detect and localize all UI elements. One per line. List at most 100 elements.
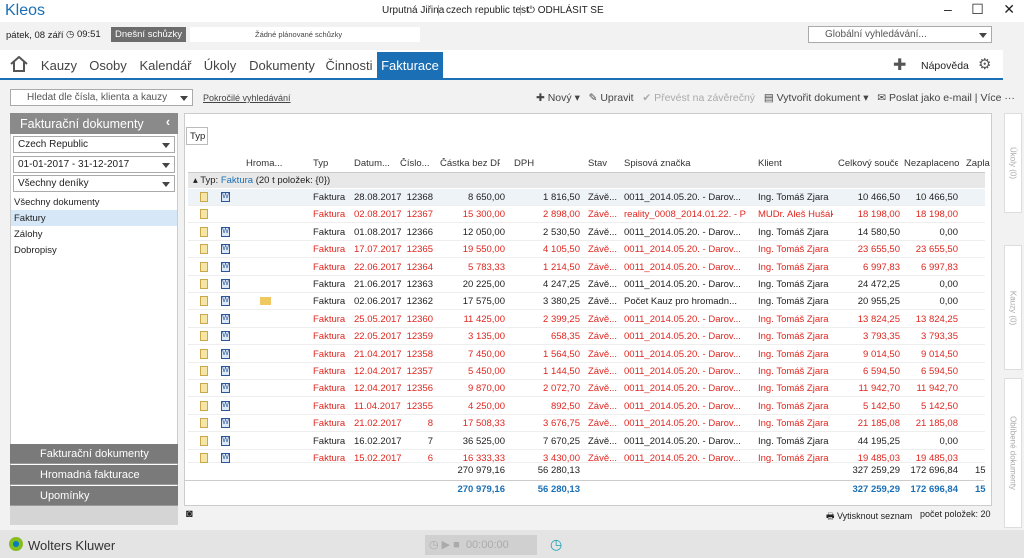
print[interactable]: 🖶 Vytisknout seznam <box>826 511 913 521</box>
cell-vat: 1 816,50 <box>543 192 580 203</box>
group-row[interactable] <box>188 172 985 188</box>
settings-icon[interactable]: ⚙ <box>978 56 992 73</box>
btn-convert: ✔ Převést na závěrečný <box>642 92 756 104</box>
cell-type: Faktura <box>313 226 346 238</box>
btn-email-text[interactable]: Poslat jako e-mail <box>889 92 972 104</box>
btn-create-doc-text[interactable]: Vytvořit dokument <box>776 92 861 104</box>
table-row[interactable] <box>188 189 985 206</box>
nav-tab[interactable]: Úkoly <box>203 58 237 73</box>
column-header[interactable]: Hroma... <box>246 158 283 169</box>
table-row[interactable] <box>188 363 985 380</box>
table-row[interactable] <box>188 380 985 398</box>
btn-more-text[interactable]: Více <box>980 92 1002 104</box>
table-row[interactable] <box>188 293 985 311</box>
table-row[interactable] <box>188 398 985 415</box>
nav-tab[interactable]: Kalendář <box>139 58 192 73</box>
table-row[interactable] <box>188 450 985 463</box>
search-box[interactable]: Hledat dle čísla, klienta a kauzy <box>10 89 193 106</box>
sidebar-item[interactable]: Všechny dokumenty <box>14 197 100 208</box>
cell-type: Faktura <box>313 348 346 360</box>
filter-dropdown[interactable]: 01-01-2017 - 31-12-2017 <box>13 155 175 173</box>
nav-tab[interactable]: Dokumenty <box>249 58 315 73</box>
table-row[interactable] <box>188 206 985 224</box>
side-tab-label[interactable]: Oblíbené dokumenty <box>1008 416 1018 490</box>
meetings-button[interactable]: Dnešní schůzky <box>111 27 186 42</box>
company[interactable]: czech republic test <box>446 5 529 16</box>
column-header[interactable]: Typ <box>313 158 329 169</box>
table-row[interactable] <box>188 328 985 346</box>
btn-new[interactable]: ✚ Nový ▾ <box>536 92 580 104</box>
doc-icon <box>200 383 208 394</box>
home-icon[interactable] <box>10 56 28 72</box>
cell-ref: 0011_2014.05.20. - Darov... <box>624 226 741 238</box>
nav-tab[interactable]: Osoby <box>89 58 127 73</box>
column-header[interactable]: DPH <box>514 158 535 169</box>
table-row[interactable] <box>188 433 985 450</box>
btn-edit-text[interactable]: Upravit <box>600 92 634 104</box>
cell-client: MUDr. Aleš Hušák <box>758 209 833 221</box>
column-header[interactable]: Klient <box>758 158 782 169</box>
cell-unpaid: 6 594,50 <box>921 366 958 377</box>
logout-text[interactable]: ODHLÁSIT SE <box>537 5 604 16</box>
cell-date: 12.04.2017 <box>354 383 402 395</box>
side-tab[interactable] <box>1004 245 1022 370</box>
side-tab-label[interactable]: Úkoly (0) <box>1008 146 1018 180</box>
help[interactable]: Nápověda <box>921 60 969 72</box>
advanced-search[interactable]: Pokročilé vyhledávání <box>203 93 291 103</box>
print-text[interactable]: Vytisknout seznam <box>837 511 913 521</box>
table-row[interactable] <box>188 346 985 363</box>
window-controls[interactable]: – ☐ ✕ <box>944 1 1015 17</box>
nav-tab[interactable]: Činnosti <box>325 58 373 73</box>
filter-dropdown[interactable]: Czech Republic <box>13 136 175 153</box>
sidebar-panel[interactable]: Fakturační dokumenty <box>10 444 178 464</box>
plus-icon[interactable]: ✚ <box>893 57 907 74</box>
cell-number: 12355 <box>406 400 433 412</box>
btn-create-doc[interactable]: ▤ Vytvořit dokument ▾ <box>763 92 869 104</box>
nav-tab[interactable]: Fakturace <box>377 52 443 80</box>
nav-tab[interactable]: Kauzy <box>40 58 78 73</box>
btn-more[interactable]: Více ··· <box>980 92 1015 104</box>
collapse[interactable]: ‹ <box>165 115 170 129</box>
side-tab-label[interactable]: Kauzy (0) <box>1008 290 1018 325</box>
sidebar-item[interactable]: Zálohy <box>14 229 43 240</box>
sum-line <box>184 480 984 481</box>
timer-icon[interactable]: ◷ <box>550 536 563 552</box>
btn-edit[interactable]: ✎ Upravit <box>588 92 634 104</box>
global-search[interactable]: Globální vyhledávání... <box>808 26 992 43</box>
group-label[interactable]: ▴ Typ: Faktura (20 t položek: {0}) <box>193 175 331 186</box>
timer[interactable]: ◷ ▶ ■ 00:00:00 <box>425 535 537 555</box>
column-header[interactable]: Datum... <box>354 158 390 169</box>
sidebar-panel[interactable]: Upomínky <box>10 486 178 506</box>
table-row[interactable] <box>188 415 985 433</box>
btn-new-text[interactable]: Nový <box>547 92 572 104</box>
sum-vat: 56 280,13 <box>537 465 580 476</box>
table-row[interactable] <box>188 259 985 276</box>
sidebar-item[interactable]: Faktury <box>11 210 177 226</box>
table-row[interactable] <box>188 276 985 293</box>
column-header[interactable]: Stav <box>588 158 608 169</box>
screenshot-icon[interactable]: ◙ <box>186 508 193 520</box>
column-header[interactable]: Celkový součet <box>838 158 898 169</box>
column-header[interactable]: Částka bez DPH <box>440 158 500 169</box>
filter-dropdown[interactable]: Všechny deníky <box>13 175 175 192</box>
column-header[interactable]: Zapla <box>966 158 990 169</box>
cell-number: 12364 <box>406 261 433 273</box>
global-search-text[interactable]: Globální vyhledávání... <box>825 29 927 40</box>
sidebar-panel[interactable]: Hromadná fakturace <box>10 465 178 485</box>
side-tab[interactable] <box>1004 378 1022 528</box>
table-row[interactable] <box>188 241 985 259</box>
column-header[interactable]: Spisová značka <box>624 158 691 169</box>
column-header[interactable]: Nezaplaceno <box>904 158 960 169</box>
user[interactable]: Urputná Jiřina <box>382 5 445 16</box>
btn-email[interactable]: ✉ Poslat jako e-mail <box>877 92 972 104</box>
table-row[interactable] <box>188 311 985 328</box>
table-row[interactable] <box>188 224 985 241</box>
logout[interactable]: ⏻ ODHLÁSIT SE <box>527 5 604 16</box>
cell-client: Ing. Tomáš Zjara <box>758 296 829 308</box>
side-tab[interactable] <box>1004 113 1022 213</box>
group-button[interactable]: Typ <box>186 127 208 145</box>
sidebar-item[interactable]: Dobropisy <box>14 245 57 256</box>
search-text[interactable]: Hledat dle čísla, klienta a kauzy <box>27 92 168 103</box>
column-header[interactable]: Číslo... <box>400 158 430 169</box>
cell-client: Ing. Tomáš Zjara <box>758 400 829 412</box>
